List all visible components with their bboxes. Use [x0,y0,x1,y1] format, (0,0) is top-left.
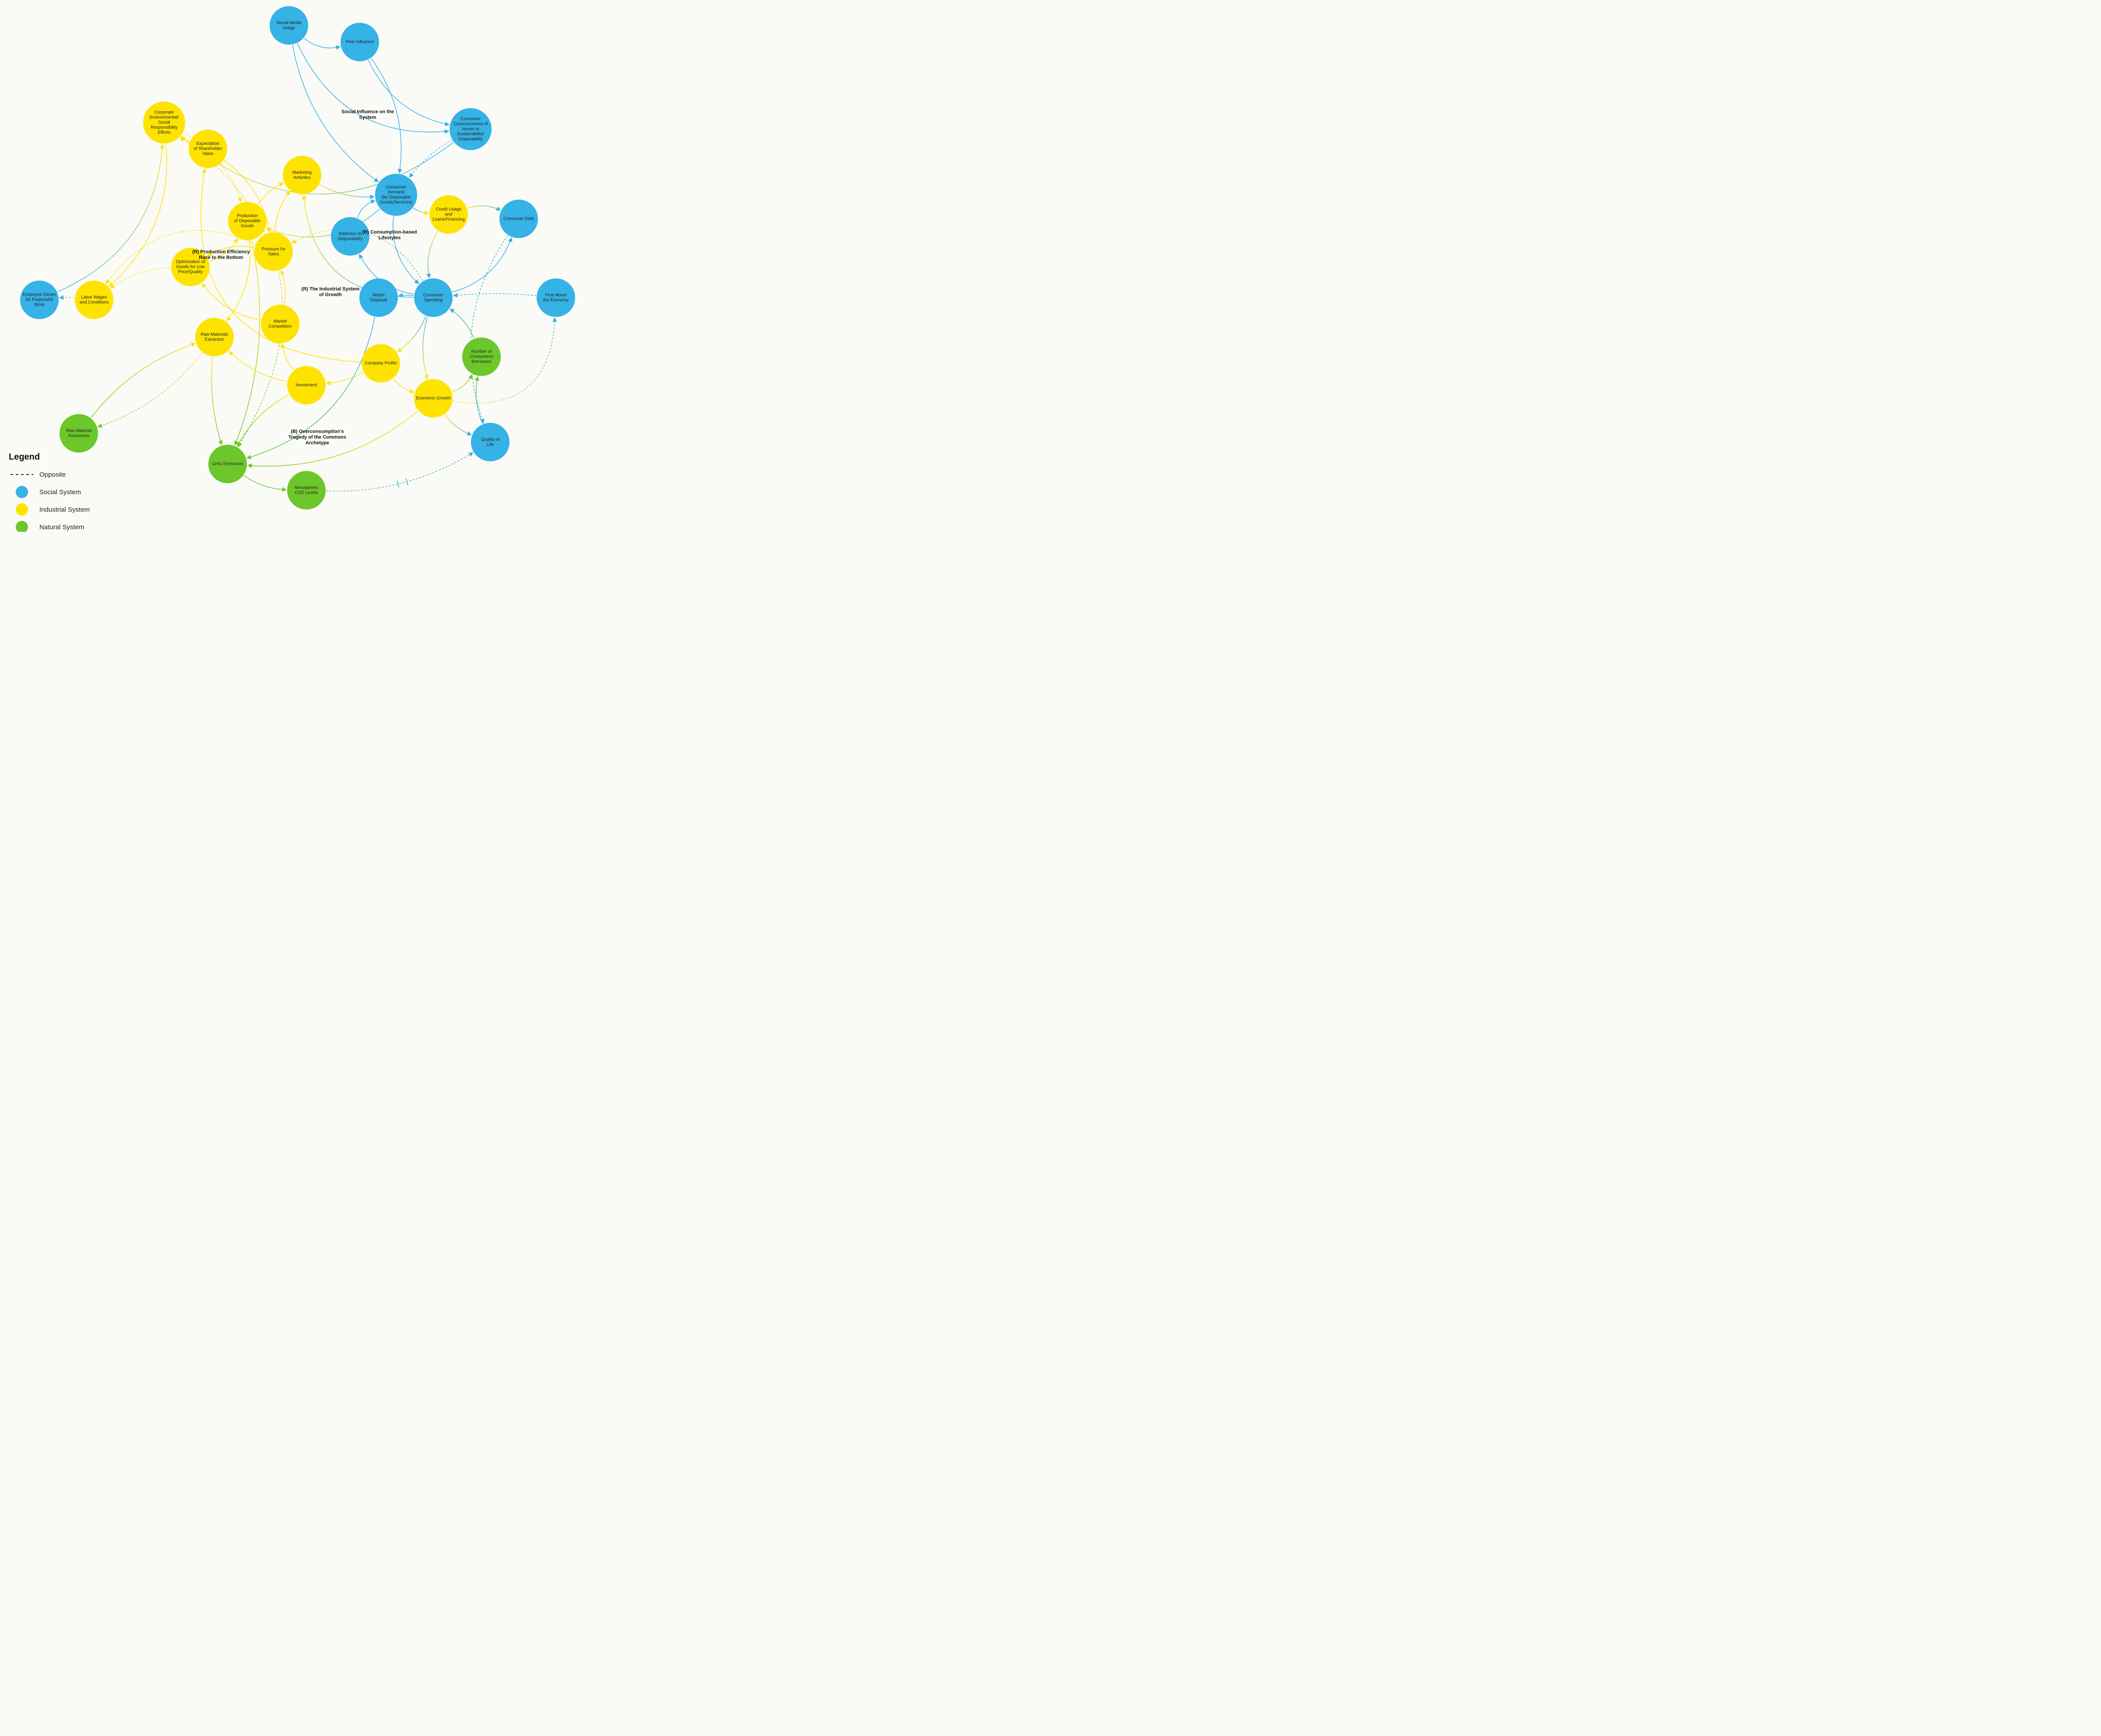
loop-annotation: Social Influence on the [341,109,394,114]
edge-investment-to-ghg [237,395,288,446]
loop-annotation: Race to the Bottom [199,255,243,260]
edge-credit-to-consumer_debt [468,206,500,210]
node-fear_economy: Fear Aboutthe Economy [537,278,575,317]
node-investment: Investment [287,366,326,404]
legend-item-label: Social System [39,488,81,496]
edge-consumer_spending-to-consumer_debt [453,238,511,292]
edge-credit-to-consumer_spending [428,232,438,278]
node-co2: AtmosphericCO2 Levels [287,471,326,510]
node-consumer_debt: Consumer Debt [499,200,538,238]
edge-consumer_demand-to-credit [414,208,428,213]
node-production: Productionof DisposableGoods [228,202,267,240]
node-consumer_spending: ConsumerSpending [414,278,453,317]
edge-num_consumers-to-consumer_spending [450,309,474,338]
node-corp_env: CorporateEnvironmental/SocialResponsibil… [143,102,185,144]
node-consumer_demand: ConsumerDemand(for DisposableGoods/Servi… [375,174,417,216]
legend-swatch [16,486,28,498]
node-quality_life: Quality ofLife [471,423,509,461]
edge-economic_growth-to-num_consumers [452,375,472,392]
legend-swatch [16,521,28,532]
legend: Legend Opposite Social System Industrial Sy… [9,452,90,532]
loop-annotation: Tragedy of the Commons [288,435,346,440]
node-social_media: Social MediaUsage [270,6,308,45]
loop-annotation: of Growth [319,292,342,298]
edge-social_media-to-peer_influence [304,38,340,48]
edge-pressure_sales-to-marketing [275,191,290,232]
node-waste: WasteDisposal [359,278,398,317]
node-shareholder: Expectationof ShareholderValue [189,130,227,168]
node-marketing: MarketingActivities [283,156,321,194]
node-economic_growth: Economic Growth [414,379,453,418]
edge-raw_extraction-to-ghg [211,357,221,444]
edge-marketing-to-consumer_demand [320,185,374,197]
node-num_consumers: Number ofConsumers/Borrowers [462,337,501,376]
edge-production-to-marketing [258,183,283,204]
edge-co2-to-quality_life [327,453,473,491]
node-employee_desire: Employee Desirefor PurposefulWork [20,281,59,319]
node-market_comp: MarketCompetition [261,305,299,343]
node-raw_resources: Raw MaterialResources [60,414,98,453]
legend-item-label: Industrial System [39,506,90,513]
edge-corp_env-to-ghg [182,136,283,446]
edge-employee_desire-to-corp_env [58,145,162,292]
loop-annotation: (R) Consumption-based [362,229,417,235]
node-credit: Credit UsageandLoans/Financing [429,195,468,234]
loop-annotation: System [359,115,376,120]
edge-optimization-to-labor [111,268,170,288]
loop-annotation: Archetype [306,440,329,446]
edge-raw_extraction-to-raw_resources [98,353,202,427]
node-consumer_conscious: ConsumerConsciousness ofIssues inSustain… [450,108,492,150]
edge-ghg-to-co2 [244,475,286,489]
node-company_profits: Company Profits [362,344,400,383]
edge-consumer_spending-to-economic_growth [423,317,428,379]
loop-annotation: (B) Overconsumption's [291,429,344,434]
edge-consumer_demand-to-consumer_spending [393,217,418,284]
edge-company_profits-to-economic_growth [393,379,414,392]
edge-investment-to-raw_extraction [229,351,287,381]
edge-peer_influence-to-consumer_conscious [369,60,449,125]
loop-annotation: (R) Production Efficiency [192,249,250,254]
legend-item-label: Natural System [39,524,84,531]
loop-annotation: (R) The Industrial System [302,286,360,292]
edge-economic_growth-to-quality_life [445,415,471,435]
node-pressure_sales: Pressure forSales [254,232,293,271]
edges-layer [58,38,555,491]
edge-raw_resources-to-raw_extraction [91,344,195,418]
node-peer_influence: Peer Influence [341,23,379,61]
edge-consumer_spending-to-company_profits [398,316,426,352]
legend-item-label: Opposite [39,471,66,478]
edge-production-to-ghg [235,241,260,445]
legend-title: Legend [9,452,40,462]
node-addiction: Addiction toDisposability [331,217,369,256]
node-labor: Labor Wagesand Conditions [75,281,113,319]
edge-market_comp-to-pressure_sales [281,271,286,304]
node-ghg: GHG Emissions [208,445,247,483]
legend-swatch [16,503,28,516]
systems-diagram: Social MediaUsage Peer Influence ConsumerC… [0,0,643,532]
node-raw_extraction: Raw MaterialsExtraction [195,318,234,356]
edge-company_profits-to-investment [327,373,363,383]
edge-corp_env-to-labor [109,144,167,286]
edge-fear_economy-to-consumer_spending [454,294,536,296]
loop-annotation: Lifestyles [379,235,401,241]
edge-consumer_spending-to-waste [399,295,413,296]
